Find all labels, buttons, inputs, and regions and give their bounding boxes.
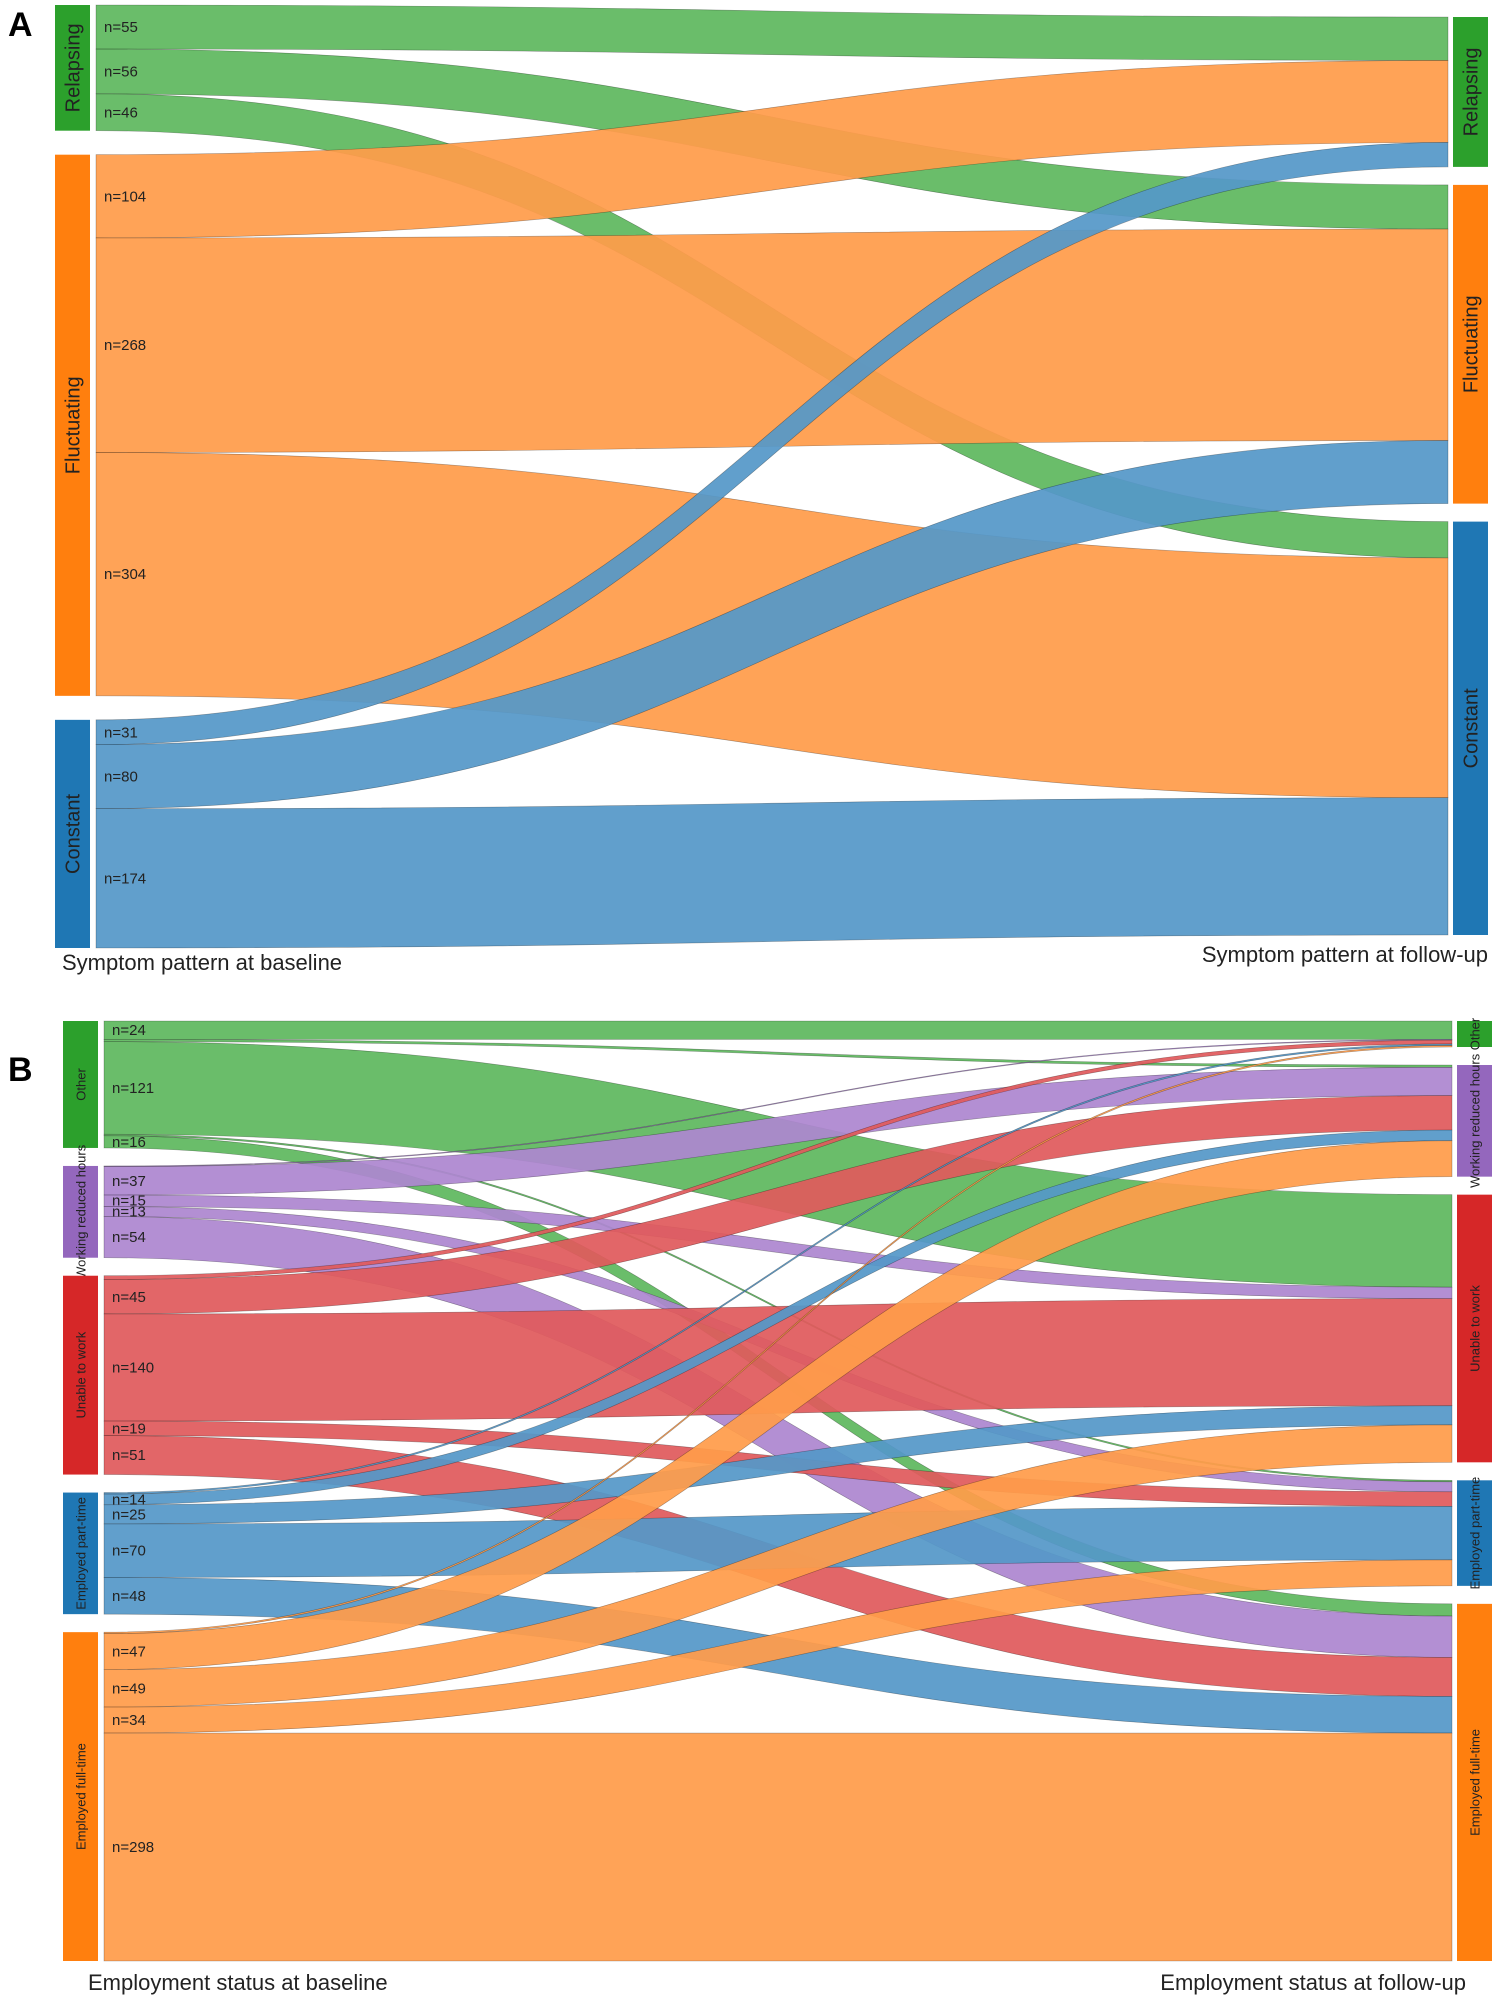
flow-employed-part-time-to-working-reduced-hours	[103, 1129, 1453, 1506]
panel-a-followup-label: Symptom pattern at follow-up	[1202, 942, 1488, 967]
node-left-employed-part-time	[63, 1492, 98, 1615]
node-label-right-constant: Constant	[1461, 688, 1483, 768]
flow-employed-part-time-to-other	[103, 1043, 1453, 1495]
node-label-left-relapsing: Relapsing	[63, 23, 85, 112]
flow-label: n=268	[104, 337, 146, 354]
node-label-right-employed-part-time: Employed part-time	[1468, 1477, 1483, 1590]
flow-other-to-other	[103, 1020, 1453, 1040]
node-right-relapsing	[1453, 17, 1488, 167]
flow-label: n=56	[104, 63, 138, 80]
flow-label: n=55	[104, 19, 138, 36]
flow-label: n=121	[112, 1080, 154, 1097]
flow-label: n=298	[112, 1839, 154, 1856]
node-left-employed-full-time	[63, 1632, 98, 1961]
flow-labels: n=55 n=56 n=46 n=104 n=268 n=304 n=31 n=80 n=174	[104, 19, 146, 887]
flow-label: n=49	[112, 1680, 146, 1697]
flows	[95, 4, 1449, 949]
flow-relapsing-to-relapsing	[95, 4, 1449, 61]
node-label-right-unable-to-work: Unable to work	[1468, 1285, 1483, 1372]
flow-label: n=45	[112, 1289, 146, 1306]
flow-employed-full-time-to-other	[103, 1045, 1453, 1634]
node-right-unable-to-work	[1457, 1194, 1492, 1463]
flow-unable-to-work-to-other	[103, 1039, 1453, 1280]
panel-letter-a: A	[8, 6, 33, 44]
node-label-left-other: Other	[74, 1068, 89, 1101]
node-label-right-relapsing: Relapsing	[1461, 47, 1483, 136]
node-label-left-working-reduced-hours: Working reduced hours	[74, 1144, 89, 1279]
node-left-unable-to-work	[63, 1275, 98, 1475]
flow-label: n=31	[104, 724, 138, 741]
flow-constant-to-constant	[95, 797, 1449, 949]
node-left-working-reduced-hours	[63, 1165, 98, 1258]
node-label-right-other: Other	[1468, 1017, 1483, 1050]
flow-label: n=15	[112, 1193, 146, 1210]
flow-constant-to-fluctuating	[95, 440, 1449, 810]
flow-constant-to-relapsing	[95, 142, 1449, 745]
flow-working-reduced-hours-to-working-reduced-hours	[103, 1066, 1453, 1196]
panel-a-baseline-label: Symptom pattern at baseline	[62, 950, 342, 975]
panel-a-sankey: n=55 n=56 n=46 n=104 n=268 n=304 n=31 n=80 n=174…	[55, 4, 1488, 949]
node-label-left-unable-to-work: Unable to work	[74, 1331, 89, 1418]
node-label-left-fluctuating: Fluctuating	[63, 376, 85, 474]
flow-label: n=47	[112, 1644, 146, 1661]
flow-label: n=54	[112, 1229, 146, 1246]
flow-label: n=25	[112, 1506, 146, 1523]
node-left-constant	[55, 719, 90, 948]
flow-label: n=34	[112, 1712, 146, 1729]
node-left-relapsing	[55, 5, 90, 131]
flow-label: n=14	[112, 1491, 146, 1508]
flow-label: n=304	[104, 566, 146, 583]
flow-label: n=19	[112, 1420, 146, 1437]
node-right-employed-part-time	[1457, 1480, 1492, 1586]
node-label-left-employed-part-time: Employed part-time	[74, 1497, 89, 1610]
node-right-other	[1457, 1021, 1492, 1048]
node-label-right-fluctuating: Fluctuating	[1461, 295, 1483, 393]
flow-employed-full-time-to-employed-part-time	[103, 1559, 1453, 1734]
flow-label: n=140	[112, 1359, 154, 1376]
panel-b-baseline-label: Employment status at baseline	[88, 1970, 388, 1995]
node-right-constant	[1453, 521, 1488, 935]
flow-employed-full-time-to-unable-to-work	[103, 1424, 1453, 1708]
panel-letter-b: B	[8, 1051, 33, 1089]
node-right-employed-full-time	[1457, 1603, 1492, 1961]
flow-labels: n=24 n=121 n=16 n=37 n=15n=13 n=54 n=45 n=140 n=…	[112, 1022, 154, 1856]
flow-label: n=37	[112, 1173, 146, 1190]
flow-label: n=51	[112, 1447, 146, 1464]
flow-label: n=48	[112, 1588, 146, 1605]
node-label-right-working-reduced-hours: Working reduced hours	[1468, 1053, 1483, 1188]
node-right-fluctuating	[1453, 184, 1488, 504]
flow-employed-full-time-to-employed-full-time	[103, 1732, 1453, 1962]
node-left-fluctuating	[55, 154, 90, 696]
flow-fluctuating-to-relapsing	[95, 60, 1449, 239]
node-label-right-employed-full-time: Employed full-time	[1468, 1729, 1483, 1836]
flow-label: n=70	[112, 1543, 146, 1560]
flow-label: n=46	[104, 104, 138, 121]
nodes: Other Other Working reduced hours Working r…	[63, 1017, 1492, 1961]
panel-b-followup-label: Employment status at follow-up	[1160, 1970, 1466, 1995]
flow-label: n=80	[104, 769, 138, 786]
flow-fluctuating-to-fluctuating	[95, 228, 1449, 453]
flow-label: n=104	[104, 188, 146, 205]
flow-label: n=174	[104, 870, 146, 887]
flows	[103, 1020, 1453, 1962]
flow-label: n=13	[112, 1203, 146, 1220]
flow-employed-full-time-to-working-reduced-hours	[103, 1140, 1453, 1670]
flow-label: n=24	[112, 1022, 146, 1039]
node-right-working-reduced-hours	[1457, 1065, 1492, 1177]
nodes: Relapsing Relapsing Fluctuating Fluctuating…	[55, 5, 1488, 948]
node-label-left-employed-full-time: Employed full-time	[74, 1743, 89, 1850]
panel-b-sankey: n=24 n=121 n=16 n=37 n=15n=13 n=54 n=45 n=140 n=…	[63, 1017, 1492, 1962]
node-label-left-constant: Constant	[63, 793, 85, 873]
flow-working-reduced-hours-to-unable-to-work	[103, 1194, 1453, 1299]
flow-label: n=16	[112, 1134, 146, 1151]
node-left-other	[63, 1021, 98, 1148]
